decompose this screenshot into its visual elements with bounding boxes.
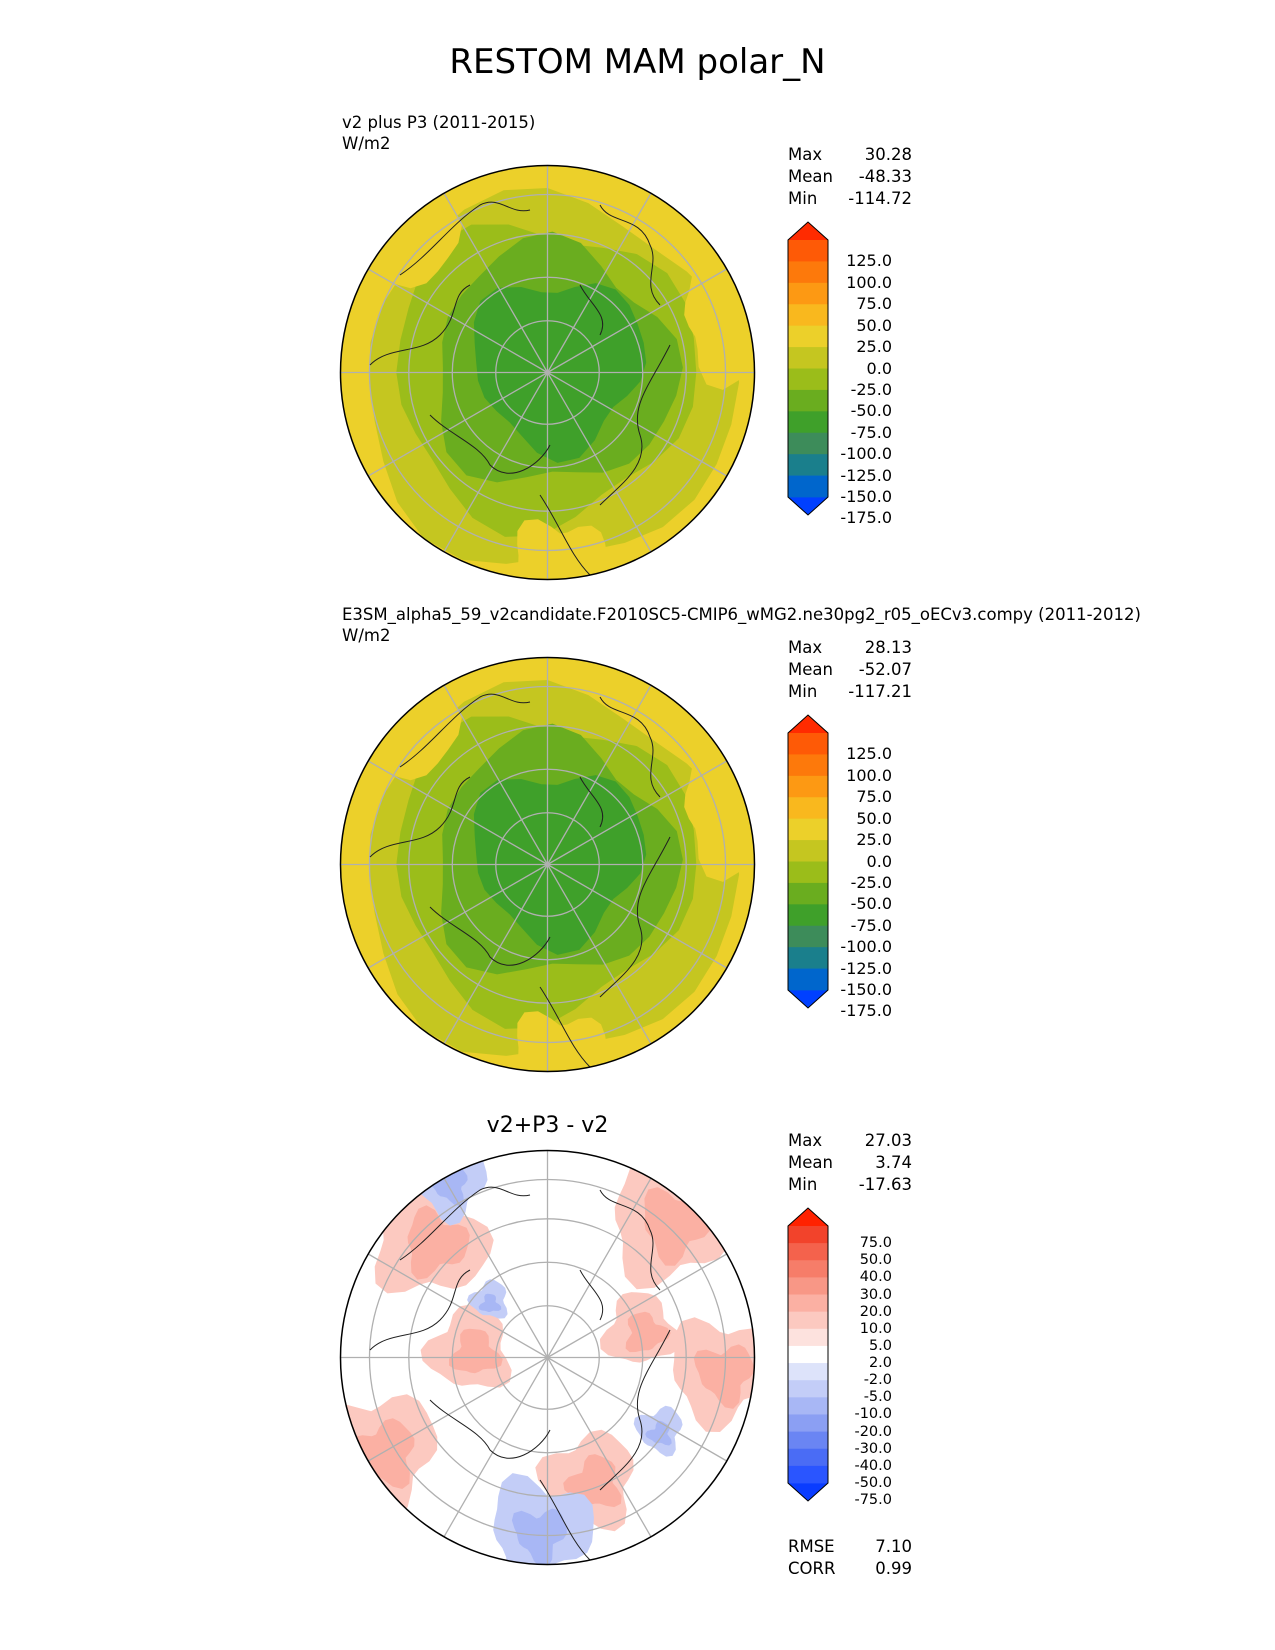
- colorbar-tick-label: -50.0: [854, 1475, 892, 1491]
- stat-mean-value: -48.33: [858, 167, 912, 186]
- colorbar-tick-label: -75.0: [850, 422, 892, 442]
- colorbar-tick-label: 75.0: [859, 1235, 892, 1252]
- stat-min-value: -17.63: [858, 1175, 912, 1194]
- colorbar-tick-label: -5.0: [863, 1389, 892, 1406]
- stat-min-label: Min: [788, 682, 818, 701]
- colorbar-tick-label: -40.0: [854, 1457, 892, 1474]
- colorbar-tick-label: 100.0: [846, 272, 892, 292]
- corr-value: 0.99: [875, 1559, 912, 1578]
- colorbar-tick-label: 50.0: [859, 1252, 892, 1269]
- panel-center-title: v2+P3 - v2: [486, 1113, 609, 1138]
- colorbar-tick-label: 2.0: [868, 1355, 892, 1372]
- colorbar-tick-label: 75.0: [856, 787, 892, 807]
- stat-max-value: 27.03: [864, 1131, 912, 1150]
- colorbar-tick-label: -150.0: [840, 487, 892, 506]
- colorbar-tick-label: -75.0: [854, 1492, 892, 1509]
- colorbar-tick-label: 20.0: [859, 1303, 892, 1320]
- stat-min-label: Min: [788, 1175, 818, 1194]
- stat-max-value: 30.28: [864, 145, 912, 164]
- map-field: [340, 165, 755, 580]
- colorbar-tick-label: -75.0: [850, 915, 892, 935]
- stat-min-value: -117.21: [848, 682, 912, 701]
- colorbar-tick-label: -25.0: [850, 379, 892, 399]
- colorbar-tick-label: -175.0: [840, 508, 892, 528]
- colorbar-tick-label: -100.0: [840, 937, 892, 957]
- stat-mean-label: Mean: [788, 660, 833, 679]
- stat-max-label: Max: [788, 145, 823, 164]
- colorbar-tick-label: 50.0: [856, 808, 892, 828]
- rmse-label: RMSE: [788, 1537, 835, 1556]
- rmse-value: 7.10: [875, 1537, 912, 1556]
- colorbar-tick-label: 5.0: [868, 1337, 892, 1354]
- colorbar-tick-label: 25.0: [856, 830, 892, 850]
- stat-max-label: Max: [788, 638, 823, 657]
- colorbar-tick-label: -25.0: [850, 872, 892, 892]
- colorbar-tick-label: 25.0: [856, 337, 892, 357]
- stat-max-value: 28.13: [864, 638, 912, 657]
- colorbar-tick-label: -10.0: [854, 1406, 892, 1423]
- colorbar-tick-label: -30.0: [854, 1440, 892, 1457]
- colorbar-tick-label: 50.0: [856, 315, 892, 335]
- colorbar-tick-label: 10.0: [859, 1320, 892, 1337]
- colorbar-tick-label: -175.0: [840, 1001, 892, 1021]
- colorbar-tick-label: -150.0: [840, 980, 892, 999]
- colorbar-tick-label: 40.0: [859, 1269, 892, 1286]
- corr-label: CORR: [788, 1559, 836, 1578]
- panel-units: W/m2: [342, 626, 391, 645]
- stat-min-label: Min: [788, 189, 818, 208]
- polar-map: [339, 1149, 756, 1566]
- colorbar-tick-label: -50.0: [850, 894, 892, 914]
- colorbar-tick-label: 100.0: [846, 765, 892, 785]
- map-field: [340, 657, 755, 1072]
- colorbar-tick-label: -50.0: [850, 401, 892, 421]
- stat-min-value: -114.72: [848, 189, 912, 208]
- colorbar-tick-label: -100.0: [840, 444, 892, 464]
- colorbar-tick-label: -20.0: [854, 1423, 892, 1440]
- stat-mean-value: -52.07: [858, 660, 912, 679]
- panel-subtitle: v2 plus P3 (2011-2015): [342, 113, 536, 132]
- stat-mean-value: 3.74: [875, 1153, 912, 1172]
- colorbar-tick-label: 0.0: [866, 358, 892, 378]
- colorbar-tick-label: 75.0: [856, 294, 892, 314]
- colorbar-tick-label: 125.0: [846, 251, 892, 271]
- colorbar-tick-label: 125.0: [846, 744, 892, 764]
- stat-max-label: Max: [788, 1131, 823, 1150]
- panel-units: W/m2: [342, 134, 391, 153]
- colorbar-tick-label: 30.0: [859, 1286, 892, 1303]
- colorbar: [787, 1207, 829, 1502]
- colorbar-tick-label: -125.0: [840, 958, 892, 978]
- map-field: [340, 1150, 755, 1565]
- colorbar: [787, 714, 829, 1009]
- polar-map: [339, 656, 756, 1073]
- colorbar-tick-label: -2.0: [863, 1372, 892, 1389]
- stat-mean-label: Mean: [788, 167, 833, 186]
- stat-mean-label: Mean: [788, 1153, 833, 1172]
- panel-subtitle: E3SM_alpha5_59_v2candidate.F2010SC5-CMIP…: [342, 605, 1141, 624]
- colorbar: [787, 221, 829, 516]
- colorbar-tick-label: -125.0: [840, 465, 892, 485]
- colorbar-tick-label: 0.0: [866, 851, 892, 871]
- polar-map: [339, 164, 756, 581]
- figure-title: RESTOM MAM polar_N: [449, 42, 826, 82]
